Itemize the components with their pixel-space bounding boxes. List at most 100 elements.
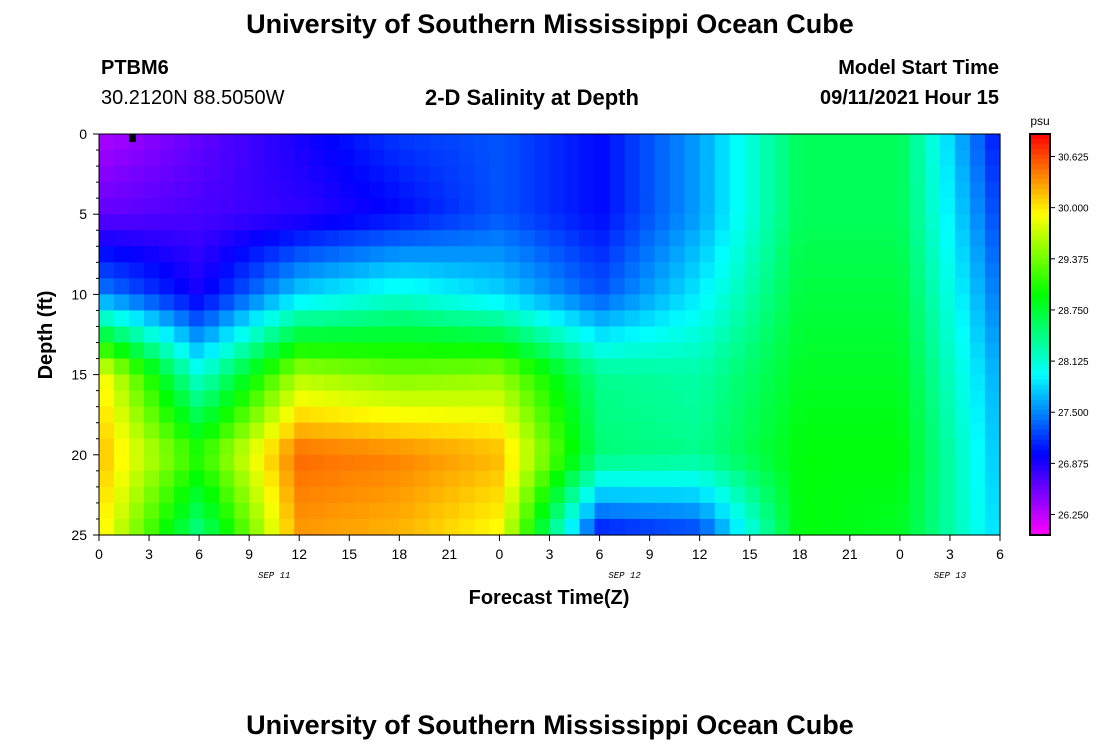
heatmap-cell [534,486,551,504]
heatmap-cell [924,182,941,199]
heatmap-cell [384,166,400,183]
heatmap-cell [924,406,941,424]
heatmap-cell [489,438,506,456]
heatmap-cell [399,294,415,312]
heatmap-cell [159,326,175,344]
heatmap-cell [939,294,956,312]
heatmap-cell [804,358,821,376]
heatmap-cell [924,342,941,360]
heatmap-cell [204,182,220,199]
heatmap-cell [639,502,656,520]
heatmap-cell [609,438,626,456]
heatmap-cell [984,278,1001,295]
heatmap-cell [504,422,521,440]
heatmap-cell [744,454,761,472]
heatmap-cell [654,422,671,440]
heatmap-cell [474,470,491,488]
heatmap-cell [129,358,145,376]
heatmap-cell [924,246,941,263]
heatmap-cell [789,390,806,408]
heatmap-cell [414,262,430,279]
heatmap-cell [924,454,941,472]
heatmap-cell [834,438,851,456]
heatmap-cell [909,326,926,344]
heatmap-cell [624,246,641,263]
heatmap-cell [849,454,866,472]
heatmap-cell [429,278,445,295]
heatmap-cell [939,406,956,424]
heatmap-cell [339,326,355,344]
heatmap-cell [279,406,295,424]
heatmap-cell [909,230,926,247]
heatmap-cell [789,294,806,312]
heatmap-cell [234,150,250,167]
heatmap-cell [804,294,821,312]
colorbar-swatch [1030,264,1050,270]
heatmap-cell [684,406,701,424]
heatmap-cell [879,262,896,279]
heatmap-cell [339,390,355,408]
heatmap-cell [579,198,596,215]
heatmap-cell [969,454,986,472]
heatmap-cell [849,230,866,247]
heatmap-cell [759,422,776,440]
heatmap-cell [534,438,551,456]
heatmap-cell [219,486,235,504]
heatmap-cell [969,422,986,440]
heatmap-cell [969,198,986,215]
heatmap-cell [324,294,340,312]
heatmap-cell [384,502,400,520]
heatmap-cell [699,406,716,424]
heatmap-cell [564,230,581,247]
heatmap-cell [684,182,701,199]
heatmap-cell [354,278,370,295]
heatmap-cell [384,374,400,392]
heatmap-cell [339,182,355,199]
heatmap-cell [939,150,956,167]
heatmap-cell [219,134,235,151]
heatmap-cell [129,230,145,247]
heatmap-cell [354,182,370,199]
heatmap-cell [399,422,415,440]
heatmap-cell [444,342,460,360]
heatmap-cell [249,438,265,456]
heatmap-cell [234,182,250,199]
heatmap-cell [639,166,656,183]
heatmap-cell [849,326,866,344]
heatmap-cell [609,214,626,231]
heatmap-cell [564,262,581,279]
heatmap-cell [459,134,476,151]
colorbar-swatch [1030,154,1050,160]
station-marker [129,134,136,142]
heatmap-cell [279,518,295,536]
heatmap-cell [489,390,506,408]
heatmap-cell [159,182,175,199]
heatmap-cell [729,166,746,183]
heatmap-cell [684,294,701,312]
heatmap-cell [909,454,926,472]
heatmap-cell [939,166,956,183]
colorbar-swatch [1030,514,1050,521]
heatmap-cell [414,374,430,392]
heatmap-cell [474,310,491,328]
heatmap-cell [549,502,566,520]
heatmap-cell [144,406,160,424]
heatmap-cell [264,246,280,263]
heatmap-cell [549,262,566,279]
heatmap-cell [729,326,746,344]
heatmap-cell [369,246,385,263]
heatmap-cell [789,470,806,488]
heatmap-cell [624,358,641,376]
colorbar-swatch [1030,209,1050,215]
heatmap-cell [699,182,716,199]
heatmap-cell [654,214,671,231]
heatmap-cell [249,502,265,520]
heatmap-cell [504,454,521,472]
heatmap-cell [984,182,1001,199]
heatmap-cell [489,358,506,376]
heatmap-cell [714,262,731,279]
heatmap-cell [144,214,160,231]
heatmap-cell [849,486,866,504]
y-tick-label: 25 [71,527,87,543]
heatmap-cell [354,438,370,456]
